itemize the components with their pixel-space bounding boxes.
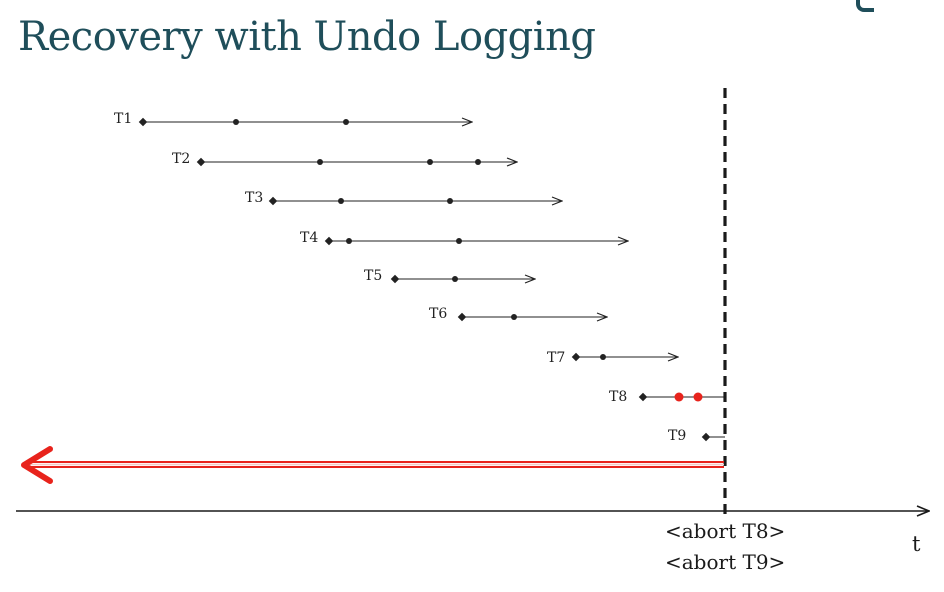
transaction-label-t8: T8 bbox=[609, 389, 627, 405]
operation-point-t1 bbox=[233, 119, 239, 125]
transaction-t8: T8 bbox=[609, 389, 725, 405]
operation-point-t4 bbox=[346, 238, 352, 244]
operation-point-t3 bbox=[338, 198, 344, 204]
transaction-t6: T6 bbox=[429, 306, 607, 322]
transaction-label-t9: T9 bbox=[668, 428, 686, 444]
start-marker-t6 bbox=[457, 312, 467, 322]
operation-point-t3 bbox=[447, 198, 453, 204]
time-axis-label: t bbox=[912, 532, 921, 556]
log-record-abort-t8: <abort T8> bbox=[665, 519, 785, 543]
operation-point-t2 bbox=[317, 159, 323, 165]
operation-point-t4 bbox=[456, 238, 462, 244]
highlighted-operation-point-t8 bbox=[674, 392, 684, 402]
start-marker-t1 bbox=[138, 117, 148, 127]
operation-point-t2 bbox=[475, 159, 481, 165]
transaction-label-t2: T2 bbox=[172, 151, 190, 167]
transaction-label-t6: T6 bbox=[429, 306, 447, 322]
highlighted-operation-point-t8 bbox=[693, 392, 703, 402]
recovery-arrow-head bbox=[21, 446, 53, 484]
recovery-scan-arrow bbox=[21, 446, 724, 484]
transaction-t2: T2 bbox=[172, 151, 517, 167]
log-record-abort-t9: <abort T9> bbox=[665, 550, 785, 574]
operation-point-t2 bbox=[427, 159, 433, 165]
transaction-t5: T5 bbox=[364, 268, 535, 284]
transaction-label-t3: T3 bbox=[245, 190, 263, 206]
transaction-label-t1: T1 bbox=[114, 111, 132, 127]
transaction-t4: T4 bbox=[300, 230, 628, 246]
start-marker-t5 bbox=[390, 274, 400, 284]
decorative-corner-mark bbox=[856, 0, 874, 12]
operation-point-t5 bbox=[452, 276, 458, 282]
transaction-label-t4: T4 bbox=[300, 230, 318, 246]
start-marker-t8 bbox=[638, 392, 648, 402]
start-marker-t9 bbox=[701, 432, 711, 442]
transaction-t9: T9 bbox=[668, 428, 725, 444]
transaction-t1: T1 bbox=[114, 111, 472, 127]
transaction-t3: T3 bbox=[245, 190, 562, 206]
start-marker-t2 bbox=[196, 157, 206, 167]
slide-title: Recovery with Undo Logging bbox=[18, 14, 596, 60]
transaction-label-t5: T5 bbox=[364, 268, 382, 284]
transaction-t7: T7 bbox=[547, 350, 678, 366]
start-marker-t3 bbox=[268, 196, 278, 206]
operation-point-t6 bbox=[511, 314, 517, 320]
start-marker-t7 bbox=[571, 352, 581, 362]
transaction-label-t7: T7 bbox=[547, 350, 565, 366]
operation-point-t1 bbox=[343, 119, 349, 125]
operation-point-t7 bbox=[600, 354, 606, 360]
start-marker-t4 bbox=[324, 236, 334, 246]
